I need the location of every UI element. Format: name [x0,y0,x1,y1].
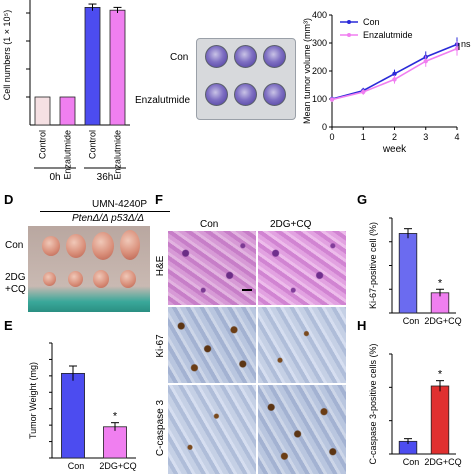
panel-letter-f: F [155,192,163,207]
legend-label: Enzalutmide [363,30,413,40]
ihc-row-casp: C-caspase 3 [155,399,166,456]
ccasp3-chart: C-caspase 3-positive cells (%) Con 2DG+CQ * [368,343,462,467]
significance-label: ns [461,39,471,49]
x-axis-label: week [382,144,407,155]
cell-numbers-chart: Cell numbers (1 × 10⁵) Control Enzalutmide… [2,0,130,183]
group-label: 0h [49,172,60,183]
ihc-row-he: H&E [155,255,166,276]
y-axis-label: C-caspase 3-positive cells (%) [368,343,378,464]
significance-label: * [113,411,118,423]
y-tick-label: 400 [312,10,327,20]
panel-letter-e: E [4,318,13,333]
data-point [423,59,428,64]
y-tick-label: 200 [312,66,327,76]
legend-label: Con [363,17,380,27]
x-tick-label: Control [38,130,48,159]
ihc-ki67-2dg [258,307,346,383]
ihc-row-labels: H&E Ki-67 C-caspase 3 [155,255,166,456]
bar [103,426,127,459]
data-point [392,77,397,82]
group-label: 36h [97,172,114,183]
x-tick-label: 0 [329,132,334,142]
y-axis-label: Tumor Weight (mg) [28,362,38,439]
panel-letter-d: D [4,192,14,207]
x-tick-label: Enzalutmide [113,130,123,180]
ihc-col-con: Con [200,219,219,230]
x-tick-label: 4 [454,132,459,142]
y-axis-label: Cell numbers (1 × 10⁵) [2,10,12,101]
photo-row-con: Con [5,240,24,251]
data-point [329,97,335,102]
tumor-weight-chart: Tumor Weight (mg) Con 2DG+CQ * [28,342,137,471]
y-tick-label: 0 [322,122,327,132]
x-tick-label: Con [403,316,420,326]
panel-letter-h: H [357,318,367,333]
x-tick-label: 3 [423,132,428,142]
significance-label: * [438,369,443,381]
x-tick-label: 2DG+CQ [424,457,461,467]
x-tick-label: Con [403,457,420,467]
legend-marker [347,20,351,24]
bar [109,9,126,126]
x-tick-label: Control [88,130,98,159]
plate-row-label-enz: Enzalutmide [135,95,191,106]
bar [34,96,51,126]
x-tick-label: 2 [392,132,397,142]
x-tick-label: Con [68,461,85,471]
bar [61,372,85,459]
panel-letter-g: G [357,192,368,207]
y-tick-label: 300 [312,38,327,48]
photo-genotype: PtenΔ/Δ p53Δ/Δ [72,213,145,224]
ihc-ki67-con [168,307,256,383]
tumor-photo [28,226,150,312]
ihc-casp-2dg [258,385,346,474]
ihc-casp-con [168,385,256,474]
ihc-col-2dg: 2DG+CQ [270,219,312,230]
ihc-he-con [168,231,256,305]
ihc-row-ki67: Ki-67 [155,334,166,358]
x-tick-label: 2DG+CQ [99,461,136,471]
crystal-violet-plate [196,38,296,120]
bar [59,96,76,126]
data-point [454,46,460,51]
ki67-chart: Ki-67-positive cell (%) Con 2DG+CQ * [368,217,462,326]
x-tick-label: 2DG+CQ [424,316,461,326]
bar [84,7,101,126]
legend-marker [347,33,351,37]
photo-row-2dg: 2DG +CQ [5,272,26,295]
photo-title: UMN-4240P [92,199,148,210]
bar [398,233,418,314]
ihc-he-2dg [258,231,346,305]
significance-label: * [438,277,443,289]
x-tick-label: 1 [361,132,366,142]
y-axis-label: Ki-67-positive cell (%) [368,222,378,309]
x-tick-label: Enzalutmide [63,130,73,180]
data-point [392,71,397,77]
y-axis-label: Mean tumor volume (mm³) [302,18,312,124]
tumor-volume-chart: 0 100 200 300 400 0 1 2 3 4 week Mean tumor volume … [302,10,471,155]
data-point [361,89,366,95]
y-tick-label: 100 [312,94,327,104]
bar [430,385,450,455]
plate-row-label-con: Con [170,52,189,63]
